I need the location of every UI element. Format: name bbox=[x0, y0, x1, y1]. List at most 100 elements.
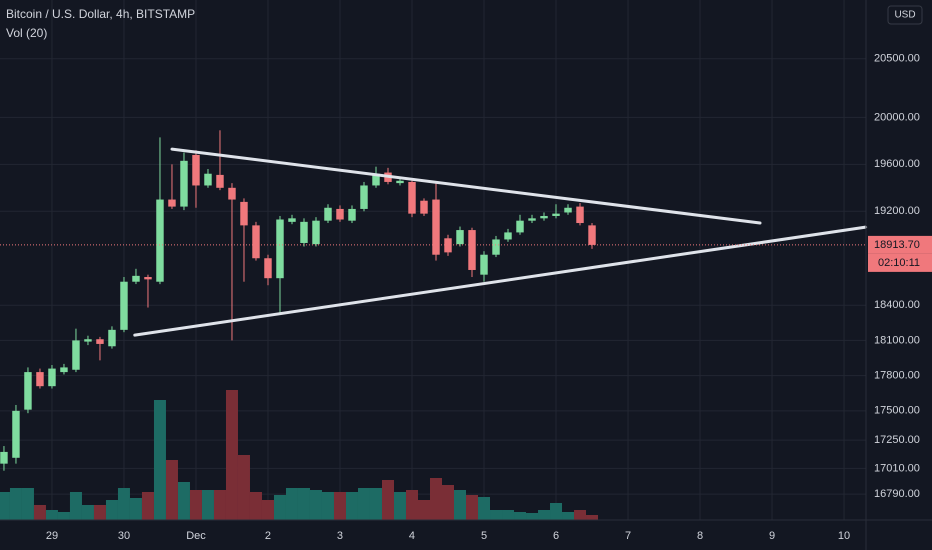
y-tick-label: 17500.00 bbox=[874, 405, 920, 417]
indicator-label: Vol (20) bbox=[6, 26, 47, 40]
x-tick-label: 8 bbox=[697, 530, 703, 542]
volume-bar bbox=[81, 505, 94, 520]
volume-bar bbox=[189, 490, 202, 520]
volume-bar bbox=[273, 495, 286, 520]
candle-body bbox=[420, 200, 428, 214]
candle-body bbox=[480, 254, 488, 275]
candle-body bbox=[96, 339, 104, 344]
volume-bar bbox=[21, 488, 34, 520]
x-tick-label: 9 bbox=[769, 530, 775, 542]
candle-body bbox=[444, 238, 452, 253]
volume-bar bbox=[381, 480, 394, 520]
candle-body bbox=[84, 339, 92, 342]
volume-bar bbox=[105, 500, 118, 520]
volume-bar bbox=[309, 490, 322, 520]
candle-body bbox=[372, 173, 380, 186]
volume-bar bbox=[393, 492, 406, 520]
volume-bar bbox=[9, 488, 22, 520]
candle-body bbox=[72, 340, 80, 370]
volume-bar bbox=[165, 460, 178, 520]
volume-bar bbox=[129, 498, 142, 520]
candle-body bbox=[528, 218, 536, 221]
volume-bar bbox=[405, 490, 418, 520]
volume-bar bbox=[45, 510, 58, 520]
volume-bar bbox=[117, 488, 130, 520]
volume-bar bbox=[33, 505, 46, 520]
candle-body bbox=[408, 181, 416, 214]
candle-body bbox=[432, 199, 440, 255]
trendline bbox=[133, 225, 868, 337]
y-tick-label: 17250.00 bbox=[874, 434, 920, 446]
volume-bar bbox=[514, 512, 527, 520]
candle-body bbox=[144, 277, 152, 280]
candle-body bbox=[516, 220, 524, 233]
volume-bar bbox=[478, 497, 491, 520]
candle-body bbox=[228, 187, 236, 200]
volume-bar bbox=[538, 510, 551, 520]
y-tick-label: 16790.00 bbox=[874, 488, 920, 500]
volume-bar bbox=[69, 492, 82, 520]
candle-body bbox=[360, 185, 368, 209]
x-tick-label: 7 bbox=[625, 530, 631, 542]
candle-body bbox=[216, 174, 224, 188]
volume-bar bbox=[502, 510, 515, 520]
volume-bar bbox=[574, 510, 587, 520]
x-tick-label: 5 bbox=[481, 530, 487, 542]
candle-body bbox=[504, 232, 512, 240]
volume-bar bbox=[442, 485, 455, 520]
candle-body bbox=[132, 275, 140, 282]
volume-bar bbox=[369, 488, 382, 520]
volume-bar bbox=[526, 513, 539, 520]
x-tick-label: 29 bbox=[46, 530, 58, 542]
x-tick-label: 6 bbox=[553, 530, 559, 542]
volume-bar bbox=[466, 495, 479, 520]
volume-bar bbox=[201, 490, 214, 520]
volume-bar bbox=[237, 455, 250, 520]
y-tick-label: 18100.00 bbox=[874, 334, 920, 346]
currency-button[interactable] bbox=[887, 5, 923, 25]
drawings bbox=[0, 147, 868, 337]
volume-bar bbox=[141, 492, 154, 520]
candle-body bbox=[336, 208, 344, 220]
trendline bbox=[170, 147, 762, 225]
axes: 20500.00 20000.00 19600.00 19200.00 18400.00… bbox=[46, 53, 932, 542]
volume-bar bbox=[357, 488, 370, 520]
volume-bar bbox=[454, 490, 467, 520]
chart-title: Bitcoin / U.S. Dollar, 4h, BITSTAMP bbox=[6, 7, 195, 21]
candle-body bbox=[564, 207, 572, 213]
y-tick-label: 20000.00 bbox=[874, 111, 920, 123]
volume-bar bbox=[345, 492, 358, 520]
currency-label[interactable]: USD bbox=[894, 10, 915, 21]
y-tick-label: 19600.00 bbox=[874, 158, 920, 170]
candle-body bbox=[324, 207, 332, 221]
candle-body bbox=[192, 154, 200, 186]
volume-bar bbox=[261, 500, 274, 520]
candle-body bbox=[24, 372, 32, 410]
volume-bar bbox=[490, 510, 503, 520]
candle-body bbox=[156, 199, 164, 282]
candles bbox=[0, 130, 596, 471]
y-tick-label: 19200.00 bbox=[874, 205, 920, 217]
volume-bar bbox=[417, 500, 430, 520]
volume-bar bbox=[249, 492, 262, 520]
candle-body bbox=[0, 451, 8, 464]
volume-bar bbox=[57, 512, 70, 520]
y-tick-label: 18400.00 bbox=[874, 299, 920, 311]
candle-body bbox=[492, 239, 500, 255]
candle-body bbox=[396, 180, 404, 184]
candle-body bbox=[468, 230, 476, 270]
candle-body bbox=[108, 329, 116, 347]
candle-body bbox=[300, 221, 308, 243]
volume-pane bbox=[0, 390, 599, 520]
volume-bar bbox=[333, 492, 346, 520]
x-tick-label: 3 bbox=[337, 530, 343, 542]
x-tick-label: Dec bbox=[186, 530, 206, 542]
x-tick-label: 10 bbox=[838, 530, 850, 542]
candle-body bbox=[12, 410, 20, 458]
volume-bar bbox=[153, 400, 166, 520]
last-price-label: 18913.70 bbox=[874, 239, 920, 251]
volume-bar bbox=[562, 512, 575, 520]
x-tick-label: 4 bbox=[409, 530, 415, 542]
